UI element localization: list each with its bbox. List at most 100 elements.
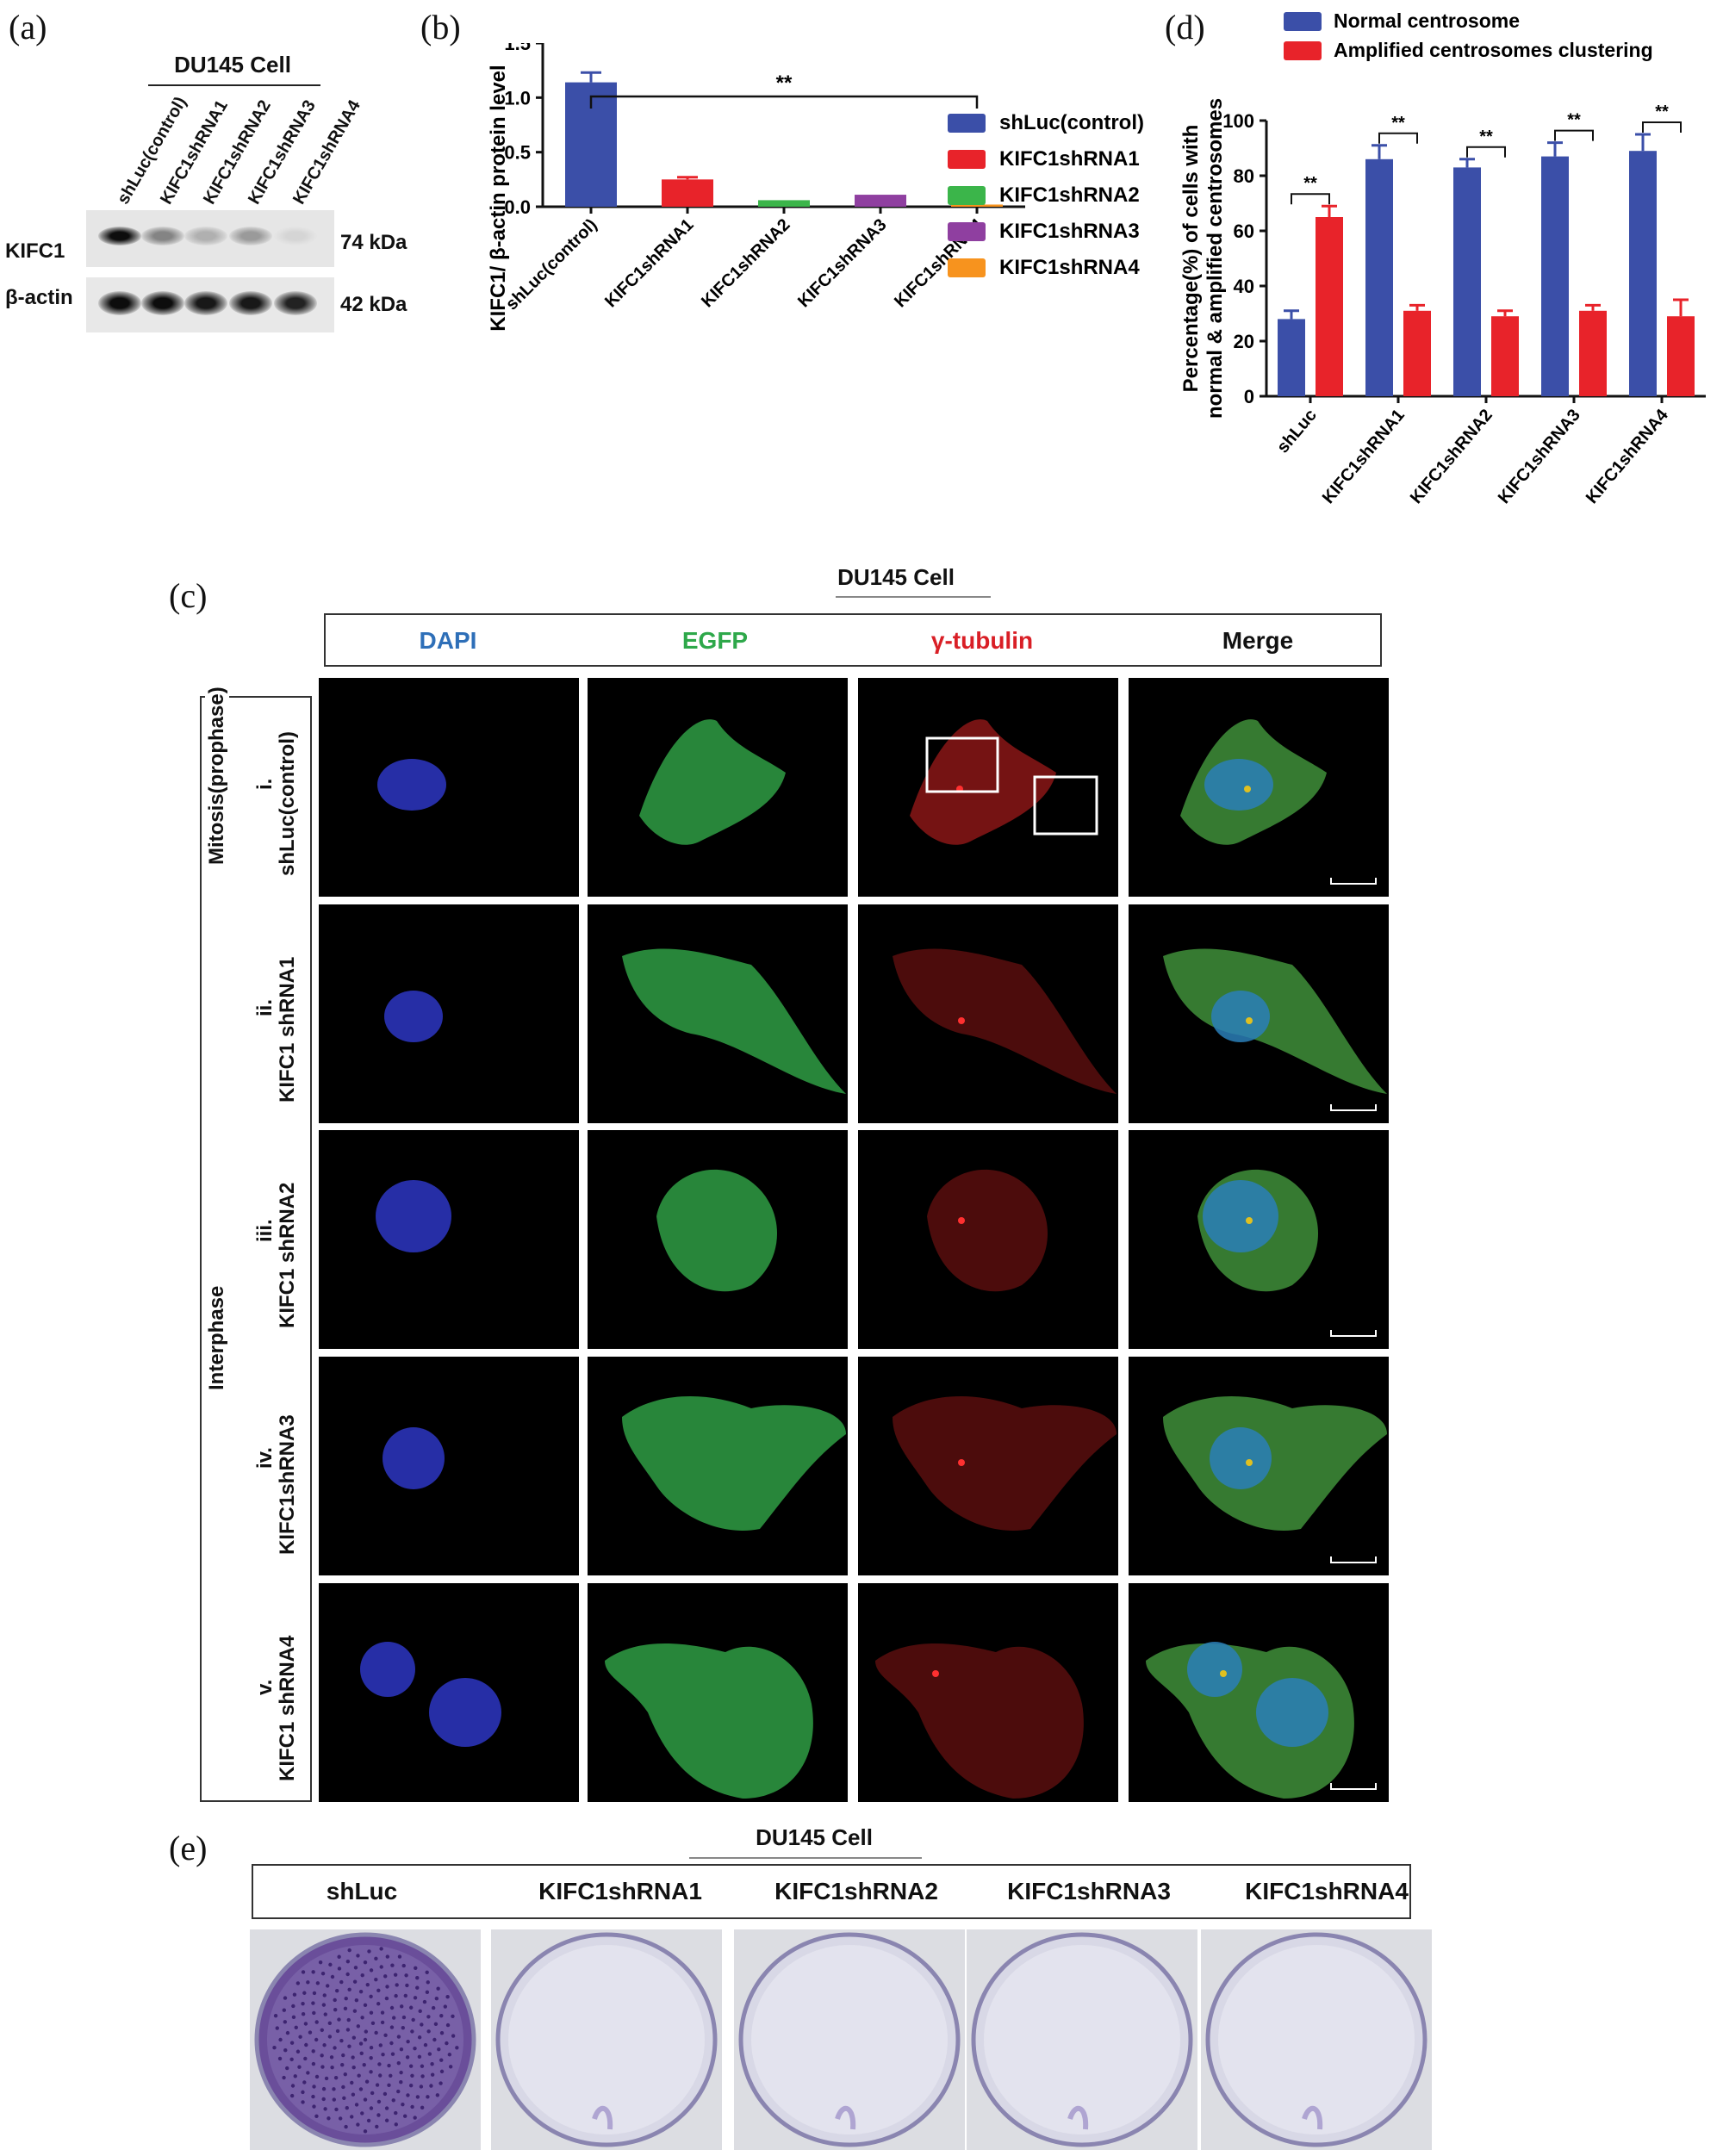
colony-dot xyxy=(399,2080,403,2085)
colony-dot xyxy=(304,2042,308,2047)
colony-dot xyxy=(345,2028,351,2032)
colony-dot xyxy=(327,2116,331,2121)
colony-dot xyxy=(311,2061,316,2066)
colony-dot xyxy=(403,1993,408,1998)
chart-b-ytick-label: 1.5 xyxy=(504,43,531,54)
chart-b-ylabel: KIFC1/ β-actin protein level xyxy=(487,65,510,331)
chart-d-significance-bracket xyxy=(1466,146,1506,158)
colony-dot xyxy=(314,2074,320,2079)
micro-tile-row5-dapi xyxy=(319,1583,579,1802)
colony-dot xyxy=(413,1996,418,2000)
colony-dot xyxy=(292,1992,297,1997)
chart-d-centrosome-percentage: Percentage(%) of cells with normal & amp… xyxy=(1179,9,1706,507)
row-label-box xyxy=(200,696,312,1802)
egfp-cell-shape xyxy=(622,948,846,1094)
colony-dot xyxy=(351,2092,356,2097)
colony-dot xyxy=(378,2043,383,2047)
colony-dot xyxy=(340,2063,345,2067)
colony-dot xyxy=(303,2056,308,2061)
colony-dot xyxy=(360,2111,364,2116)
merge-centrosome-dot xyxy=(1246,1459,1253,1466)
scale-bar xyxy=(1330,878,1377,885)
colony-dot xyxy=(291,2004,295,2009)
nucleus-shape xyxy=(377,759,446,811)
colony-dot xyxy=(415,2095,420,2099)
colony-dot xyxy=(432,2037,437,2042)
colony-dot xyxy=(384,2106,389,2110)
colony-dot xyxy=(445,2022,451,2028)
colony-dot xyxy=(320,2028,324,2033)
chart-d-ytick-label: 60 xyxy=(1234,221,1254,242)
colony-dot xyxy=(410,2029,414,2034)
dish-well xyxy=(751,1945,948,2134)
chart-b-protein-level: KIFC1/ β-actin protein level 0.0 0.5 1.0 1.… xyxy=(487,43,1144,332)
colony-dot xyxy=(415,1975,420,1980)
colony-dot xyxy=(426,2015,431,2019)
kifc1-band xyxy=(274,227,317,245)
chart-d-bar xyxy=(1278,319,1305,396)
chart-d-legend-label: Normal centrosome xyxy=(1334,9,1520,32)
colony-dot xyxy=(420,2064,425,2068)
colony-dot xyxy=(294,2025,298,2030)
chart-d-ytick-label: 100 xyxy=(1222,110,1254,132)
channel-header-2: γ-tubulin xyxy=(930,627,1034,654)
channel-header-0: DAPI xyxy=(419,627,477,654)
colony-dot xyxy=(297,2065,302,2069)
colony-dot xyxy=(320,2053,324,2058)
chart-d-bar xyxy=(1316,217,1343,396)
kifc1-band xyxy=(141,227,184,245)
scale-bar xyxy=(1330,1556,1377,1563)
colony-dot xyxy=(380,2010,385,2015)
kifc1-band xyxy=(229,227,272,245)
colony-dot xyxy=(358,2041,364,2046)
colony-dot xyxy=(314,2037,319,2042)
chart-d-ytick-label: 20 xyxy=(1234,331,1254,352)
colony-dot xyxy=(391,2098,395,2103)
chart-d-ytick-label: 40 xyxy=(1234,276,1254,297)
colony-dot xyxy=(321,2097,326,2102)
gtubulin-cell-shape xyxy=(893,948,1117,1094)
colony-dot xyxy=(314,2114,319,2118)
colony-dot xyxy=(341,2053,345,2058)
chart-b-legend-swatch xyxy=(948,222,986,241)
colony-dot xyxy=(390,2052,395,2056)
colony-dot xyxy=(399,2004,404,2009)
stain-streak xyxy=(1302,2105,1323,2130)
row-number: i. xyxy=(253,778,277,790)
row-condition-label: KIFC1 shRNA4 xyxy=(276,1635,299,1781)
colony-dot xyxy=(363,2097,368,2102)
colony-dot xyxy=(359,2051,364,2056)
colony-dot xyxy=(383,1974,388,1979)
centrosome-zoom-box xyxy=(925,736,999,793)
colony-dot xyxy=(363,2037,368,2042)
colony-dot xyxy=(425,1970,429,1974)
colony-dot xyxy=(413,2046,417,2051)
colony-dot xyxy=(420,2105,425,2110)
colony-dot xyxy=(289,2057,294,2062)
colony-dot xyxy=(273,2013,278,2018)
colony-dot xyxy=(447,2053,452,2057)
colony-dot xyxy=(347,1987,351,1992)
panel-label-c: (c) xyxy=(169,576,208,615)
colony-dot xyxy=(350,2080,354,2085)
chart-d-bar xyxy=(1491,316,1519,396)
channel-header-3: Merge xyxy=(1222,627,1294,654)
chart-d-legend-swatch xyxy=(1284,12,1322,31)
colony-dot xyxy=(414,1966,418,1970)
colony-dot xyxy=(369,2055,373,2060)
colony-dot xyxy=(343,2072,347,2077)
micro-tile-row5-egfp xyxy=(588,1583,848,1802)
colony-dot xyxy=(396,2035,401,2039)
scale-bar xyxy=(1330,1783,1377,1790)
colony-dot xyxy=(439,2031,445,2035)
chart-b-legend-swatch xyxy=(948,186,986,205)
scale-bar xyxy=(1330,1104,1377,1111)
chart-d-legend-label: Amplified centrosomes clustering xyxy=(1334,39,1653,61)
colony-dot xyxy=(320,2065,325,2069)
colony-dot xyxy=(383,2091,388,2097)
merge-centrosome-dot xyxy=(1244,786,1251,792)
actin-band xyxy=(141,291,184,315)
colony-dot xyxy=(339,2039,344,2043)
colony-dot xyxy=(370,2091,375,2096)
microscopy-title-underline xyxy=(836,596,991,598)
